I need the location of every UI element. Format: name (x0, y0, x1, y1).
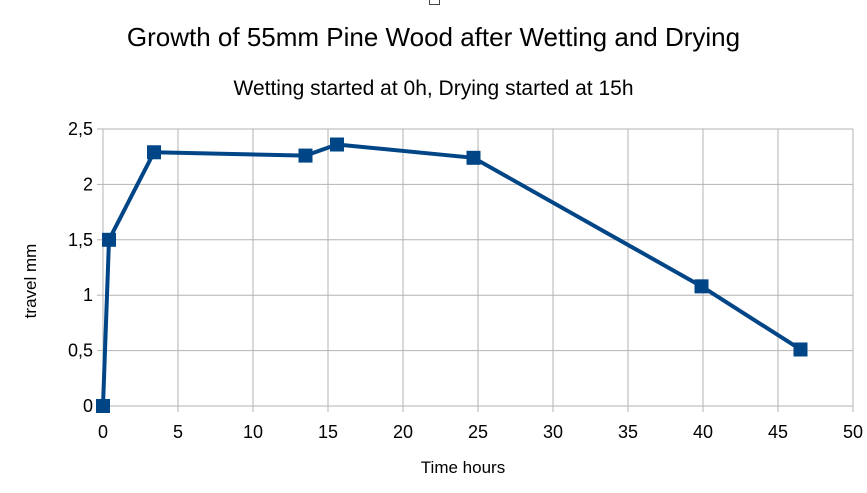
data-point-marker (96, 399, 110, 413)
x-tick-label: 40 (693, 422, 713, 442)
x-tick-label: 15 (318, 422, 338, 442)
window-top-marker (429, 0, 440, 5)
y-tick-label: 1,5 (68, 230, 93, 250)
data-point-marker (298, 148, 313, 163)
series-line (101, 142, 803, 408)
x-tick-label: 25 (468, 422, 488, 442)
data-point-marker (102, 232, 116, 247)
data-point-marker (466, 150, 481, 165)
x-tick-label: 50 (843, 422, 863, 442)
y-tick-labels: 0 0,5 1 1,5 2 2,5 (68, 119, 93, 416)
y-tick-label: 2,5 (68, 119, 93, 139)
x-tick-label: 5 (173, 422, 183, 442)
x-tick-label: 30 (543, 422, 563, 442)
data-point-marker (694, 279, 709, 294)
x-tick-label: 45 (768, 422, 788, 442)
y-tick-label: 0,5 (68, 341, 93, 361)
x-tick-label: 0 (98, 422, 108, 442)
x-tick-label: 35 (618, 422, 638, 442)
series-layer (96, 137, 808, 413)
data-point-marker (147, 145, 161, 160)
x-axis-title: Time hours (421, 458, 505, 477)
x-tick-label: 20 (393, 422, 413, 442)
y-tick-label: 1 (83, 285, 93, 305)
chart-title: Growth of 55mm Pine Wood after Wetting a… (126, 22, 741, 52)
x-tick-label: 10 (243, 422, 263, 442)
data-point-marker (793, 342, 808, 357)
chart-subtitle: Wetting started at 0h, Drying started at… (233, 77, 634, 100)
y-axis-title: travel mm (21, 244, 40, 319)
grid-lines (97, 128, 854, 412)
y-tick-label: 2 (83, 174, 93, 194)
y-tick-label: 0 (83, 396, 93, 416)
data-point-marker (330, 137, 344, 152)
x-tick-labels: 0 5 10 15 20 25 30 35 40 45 50 (98, 422, 863, 442)
